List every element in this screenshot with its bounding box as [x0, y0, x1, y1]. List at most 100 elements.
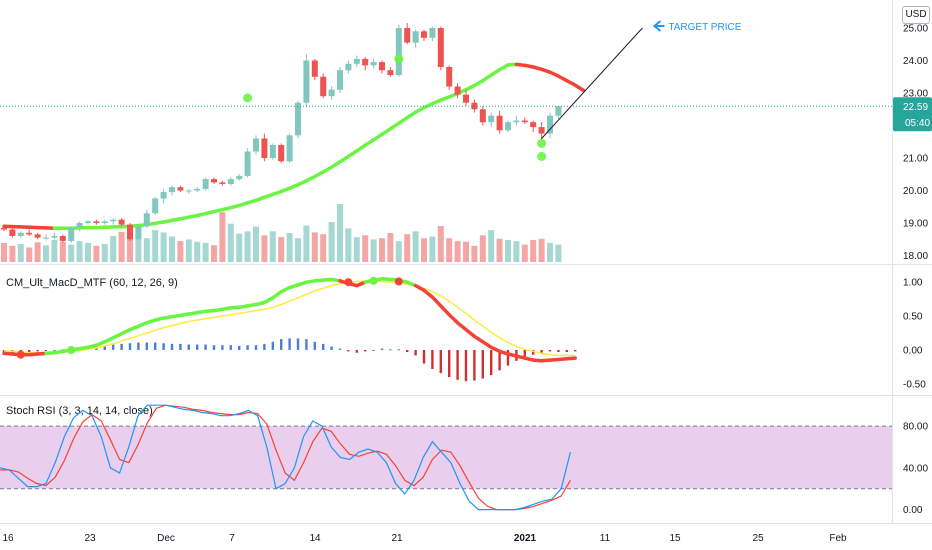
- target-price-line[interactable]: [541, 27, 643, 139]
- candle-body: [412, 31, 419, 43]
- macd-histogram-bar: [305, 339, 308, 350]
- candle-body: [555, 106, 562, 116]
- volume-bar: [412, 231, 419, 262]
- candle: [177, 185, 184, 193]
- macd-histogram: [2, 338, 577, 382]
- candle-body: [295, 102, 301, 136]
- candle-body: [253, 138, 259, 152]
- candle: [278, 143, 285, 163]
- volume-bar: [311, 232, 318, 262]
- macd-histogram-bar: [246, 345, 249, 350]
- candle-body: [261, 138, 268, 158]
- macd-histogram-bar: [162, 343, 165, 350]
- candle-body: [362, 58, 369, 66]
- volume-bar: [353, 237, 360, 262]
- currency-label[interactable]: USD: [902, 6, 930, 24]
- candle-body: [278, 145, 285, 162]
- time-axis-label: 2021: [514, 533, 537, 544]
- volume-bar: [345, 228, 352, 262]
- volume-bar: [244, 231, 251, 262]
- macd-histogram-bar: [229, 345, 232, 350]
- volume-bar: [295, 238, 301, 262]
- macd-histogram-bar: [120, 343, 123, 350]
- macd-histogram-bar: [464, 350, 468, 382]
- macd-cross-dot: [67, 346, 76, 354]
- price-axis-tick: 23.00: [903, 89, 928, 100]
- volume-bar: [454, 241, 461, 262]
- volume-bar: [421, 238, 427, 262]
- candle: [454, 83, 461, 98]
- macd-histogram-bar: [481, 350, 484, 379]
- candle: [463, 89, 469, 106]
- macd-pane[interactable]: CM_Ult_MacD_MTF (60, 12, 26, 9): [2, 276, 577, 382]
- stoch-lines: [0, 404, 571, 511]
- candle: [521, 117, 528, 124]
- macd-histogram-bar: [338, 348, 342, 350]
- signal-dot: [394, 54, 404, 64]
- time-axis-label: 21: [391, 533, 403, 544]
- macd-histogram-bar: [439, 350, 442, 374]
- volume-bar: [261, 235, 268, 262]
- macd-line-segment: [565, 356, 577, 361]
- stoch-title[interactable]: Stoch RSI (3, 3, 14, 14, close): [6, 405, 153, 417]
- moving-average-line: [2, 62, 586, 230]
- price-axis[interactable]: 25.0024.0023.0022.0021.0020.0019.0018.00…: [893, 24, 932, 517]
- macd-histogram-bar: [406, 350, 409, 352]
- macd-histogram-bar: [372, 350, 375, 351]
- price-pane[interactable]: TARGET PRICE: [0, 20, 892, 262]
- volume-bar: [177, 241, 184, 262]
- time-axis[interactable]: 16 23 Dec 7 14 21 2021 11 15 25 Feb: [2, 533, 847, 544]
- volume-bar: [118, 231, 125, 262]
- candle-body: [51, 236, 58, 238]
- last-price-label: 22.59 05:40: [893, 97, 932, 132]
- macd-histogram-bar: [44, 350, 48, 351]
- volume-bar: [93, 245, 100, 262]
- candle-body: [488, 115, 495, 123]
- volume-bar: [269, 231, 276, 262]
- volume-bar: [387, 233, 394, 262]
- macd-histogram-bar: [330, 346, 333, 350]
- candle: [547, 112, 553, 139]
- candle: [85, 219, 91, 225]
- volume-bar: [194, 241, 201, 262]
- candle: [479, 106, 486, 126]
- candle: [9, 227, 16, 238]
- candle-body: [269, 145, 276, 158]
- target-price-annotation[interactable]: TARGET PRICE: [652, 20, 742, 33]
- volume-bar: [328, 222, 335, 262]
- candle: [152, 197, 159, 215]
- volume-bar: [437, 226, 444, 262]
- candle-body: [101, 221, 108, 223]
- candle: [135, 224, 142, 241]
- macd-title[interactable]: CM_Ult_MacD_MTF (60, 12, 26, 9): [6, 277, 178, 289]
- macd-line-segment: [422, 288, 435, 299]
- volume-bar: [68, 244, 75, 262]
- candle: [68, 226, 75, 243]
- candle-body: [9, 229, 16, 236]
- volume-bar: [463, 241, 469, 262]
- candle: [446, 65, 453, 90]
- volume-bar: [143, 238, 150, 262]
- macd-histogram-bar: [53, 350, 56, 351]
- price-axis-tick: 25.00: [903, 24, 928, 35]
- volume-bar: [211, 245, 217, 262]
- stoch-rsi-pane[interactable]: Stoch RSI (3, 3, 14, 14, close): [0, 404, 892, 511]
- macd-histogram-bar: [179, 343, 182, 350]
- macd-line-segment: [439, 304, 451, 317]
- macd-histogram-bar: [322, 343, 325, 350]
- candle-body: [353, 58, 360, 64]
- macd-line-segment: [464, 327, 477, 339]
- candle: [261, 133, 268, 162]
- price-axis-tick: 0.50: [903, 312, 923, 323]
- macd-histogram-bar: [137, 342, 140, 350]
- macd-histogram-bar: [271, 341, 274, 350]
- candle: [17, 231, 24, 238]
- macd-cross-dot: [369, 276, 378, 285]
- macd-histogram-bar: [221, 345, 224, 350]
- volume-bar: [521, 244, 528, 262]
- ma-segment: [573, 83, 586, 93]
- volume-bar: [185, 239, 192, 262]
- candle: [169, 185, 175, 196]
- candle-body: [244, 151, 251, 176]
